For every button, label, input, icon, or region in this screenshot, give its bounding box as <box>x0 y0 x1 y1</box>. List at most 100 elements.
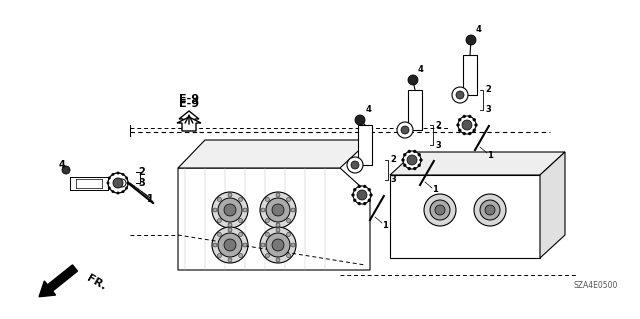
Circle shape <box>228 258 232 262</box>
Circle shape <box>403 153 406 156</box>
Circle shape <box>243 243 247 247</box>
Text: 3: 3 <box>485 106 491 115</box>
Circle shape <box>239 254 243 258</box>
Circle shape <box>480 200 500 220</box>
Circle shape <box>228 193 232 197</box>
Text: 2: 2 <box>138 167 145 177</box>
Circle shape <box>473 118 476 121</box>
Circle shape <box>118 179 126 187</box>
Polygon shape <box>540 152 565 258</box>
Circle shape <box>291 208 295 212</box>
Circle shape <box>351 194 355 197</box>
Circle shape <box>276 258 280 262</box>
Circle shape <box>125 177 128 179</box>
Circle shape <box>228 223 232 227</box>
Circle shape <box>261 243 265 247</box>
Circle shape <box>456 123 460 127</box>
Text: 4: 4 <box>365 106 371 115</box>
Circle shape <box>458 129 461 132</box>
Circle shape <box>112 190 114 193</box>
Circle shape <box>408 167 411 170</box>
Circle shape <box>272 239 284 251</box>
Circle shape <box>116 192 119 194</box>
FancyArrow shape <box>39 265 77 297</box>
Circle shape <box>485 205 495 215</box>
Circle shape <box>213 208 217 212</box>
Circle shape <box>276 228 280 232</box>
Circle shape <box>458 116 476 134</box>
Circle shape <box>125 187 128 189</box>
Circle shape <box>218 254 221 258</box>
Circle shape <box>368 188 371 191</box>
Circle shape <box>474 123 477 127</box>
Circle shape <box>287 254 291 258</box>
Circle shape <box>260 227 296 263</box>
Text: E-9: E-9 <box>179 99 199 109</box>
Circle shape <box>287 197 291 201</box>
Circle shape <box>224 239 236 251</box>
Circle shape <box>353 188 356 191</box>
Circle shape <box>218 219 221 223</box>
Circle shape <box>266 254 269 258</box>
Circle shape <box>474 194 506 226</box>
Circle shape <box>351 161 359 169</box>
Circle shape <box>108 187 111 189</box>
Circle shape <box>430 200 450 220</box>
Polygon shape <box>358 125 372 165</box>
Circle shape <box>108 177 111 179</box>
Circle shape <box>218 233 242 257</box>
Circle shape <box>212 227 248 263</box>
Circle shape <box>127 182 129 184</box>
Text: 3: 3 <box>390 175 396 184</box>
Circle shape <box>358 202 361 205</box>
Circle shape <box>419 159 422 161</box>
Circle shape <box>473 129 476 132</box>
Circle shape <box>266 197 269 201</box>
Polygon shape <box>177 117 201 131</box>
Text: 1: 1 <box>432 186 438 195</box>
Circle shape <box>276 223 280 227</box>
Circle shape <box>463 132 466 135</box>
Circle shape <box>463 115 466 118</box>
Circle shape <box>287 233 291 236</box>
Circle shape <box>261 208 265 212</box>
Polygon shape <box>390 152 565 175</box>
Circle shape <box>424 194 456 226</box>
Circle shape <box>401 126 409 134</box>
Circle shape <box>112 173 114 175</box>
Circle shape <box>413 150 416 153</box>
Text: 1: 1 <box>382 220 388 229</box>
Circle shape <box>435 205 445 215</box>
Circle shape <box>418 164 420 167</box>
Text: 4: 4 <box>59 160 65 170</box>
Circle shape <box>466 35 476 45</box>
Circle shape <box>456 91 464 99</box>
Circle shape <box>218 198 242 222</box>
Circle shape <box>108 173 128 193</box>
Text: 2: 2 <box>390 155 396 165</box>
Circle shape <box>266 198 290 222</box>
Circle shape <box>413 167 416 170</box>
Text: SZA4E0500: SZA4E0500 <box>573 280 618 290</box>
Circle shape <box>353 186 371 204</box>
Circle shape <box>347 157 363 173</box>
Polygon shape <box>179 111 199 125</box>
Text: 3: 3 <box>138 178 145 188</box>
Circle shape <box>260 192 296 228</box>
Circle shape <box>107 182 109 184</box>
Circle shape <box>212 192 248 228</box>
Circle shape <box>272 204 284 216</box>
Circle shape <box>113 178 123 188</box>
Polygon shape <box>390 175 540 258</box>
Circle shape <box>243 208 247 212</box>
Circle shape <box>62 166 70 174</box>
Text: E-9: E-9 <box>179 94 199 104</box>
Circle shape <box>357 190 367 200</box>
Circle shape <box>418 153 420 156</box>
Circle shape <box>355 115 365 125</box>
Polygon shape <box>178 140 370 168</box>
Text: 1: 1 <box>487 151 493 160</box>
Circle shape <box>122 173 124 175</box>
Circle shape <box>458 118 461 121</box>
Circle shape <box>116 172 119 174</box>
